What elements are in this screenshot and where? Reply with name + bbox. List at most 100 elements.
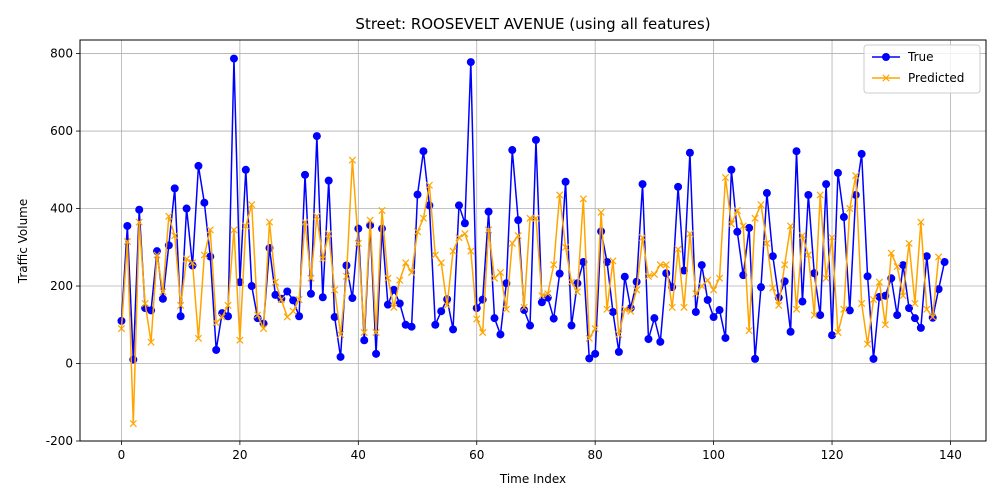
data-point-true xyxy=(680,266,688,275)
data-point-predicted xyxy=(165,212,173,220)
data-point-predicted xyxy=(295,295,303,304)
data-point-predicted xyxy=(840,305,848,313)
data-point-predicted xyxy=(662,261,670,269)
data-point-true xyxy=(200,198,209,207)
data-point-predicted xyxy=(627,307,635,315)
data-point-true xyxy=(709,313,718,322)
data-point-predicted xyxy=(325,230,333,238)
data-point-predicted xyxy=(277,295,285,304)
data-point-predicted xyxy=(348,156,357,164)
data-point-true xyxy=(449,325,458,334)
data-point-predicted xyxy=(786,222,795,230)
data-point-predicted xyxy=(378,206,386,215)
data-point-predicted xyxy=(751,214,759,222)
data-point-predicted xyxy=(331,286,339,294)
data-point-predicted xyxy=(858,299,866,308)
data-point-true xyxy=(389,285,398,294)
data-point-predicted xyxy=(419,214,428,222)
data-point-true xyxy=(295,312,304,321)
data-point-predicted xyxy=(467,247,475,255)
data-point-true xyxy=(751,354,760,363)
data-point-true xyxy=(685,148,694,157)
data-point-true xyxy=(567,321,576,330)
data-point-predicted xyxy=(490,274,499,282)
data-point-predicted xyxy=(633,286,641,294)
data-point-true xyxy=(158,294,167,303)
data-point-true xyxy=(561,177,570,186)
legend: True Predicted xyxy=(863,44,981,94)
data-point-true xyxy=(454,201,463,210)
data-point-predicted xyxy=(561,243,570,251)
x-tick-label: 60 xyxy=(469,448,484,462)
data-point-predicted xyxy=(254,311,262,319)
data-point-predicted xyxy=(496,268,505,277)
series-true xyxy=(117,54,949,364)
data-point-true xyxy=(372,349,381,358)
data-point-predicted xyxy=(852,171,860,180)
data-point-predicted xyxy=(141,299,149,308)
data-point-predicted xyxy=(177,301,185,310)
data-point-true xyxy=(241,165,250,174)
data-point-true xyxy=(531,135,540,144)
data-point-predicted xyxy=(206,226,214,234)
data-point-true xyxy=(857,149,866,158)
data-point-predicted xyxy=(236,336,244,344)
data-point-predicted xyxy=(336,330,345,339)
data-point-predicted xyxy=(721,173,730,182)
data-point-true xyxy=(235,278,244,287)
data-point-true xyxy=(922,252,931,261)
data-point-predicted xyxy=(342,272,351,280)
series-group xyxy=(117,54,949,428)
data-point-true xyxy=(715,306,724,315)
data-point-true xyxy=(662,269,671,278)
data-point-predicted xyxy=(271,278,280,286)
data-point-predicted xyxy=(319,255,327,263)
data-point-predicted xyxy=(188,259,197,267)
x-tick-label: 80 xyxy=(588,448,603,462)
y-tick-label: 400 xyxy=(50,202,73,216)
data-point-true xyxy=(910,314,919,323)
data-point-true xyxy=(940,258,949,267)
data-point-true xyxy=(508,146,517,155)
data-point-true xyxy=(905,304,914,313)
data-point-true xyxy=(229,54,238,63)
data-point-predicted xyxy=(307,274,315,282)
data-point-predicted xyxy=(514,232,522,240)
x-tick-label: 120 xyxy=(821,448,844,462)
data-point-predicted xyxy=(182,255,191,263)
data-point-true xyxy=(597,227,606,236)
data-point-true xyxy=(224,312,233,321)
data-point-predicted xyxy=(259,325,268,333)
x-tick-label: 20 xyxy=(232,448,247,462)
data-point-predicted xyxy=(520,303,528,311)
data-point-predicted xyxy=(739,222,747,230)
data-point-true xyxy=(514,216,523,225)
data-point-true xyxy=(792,147,801,156)
data-point-predicted xyxy=(508,239,516,248)
data-point-predicted xyxy=(875,278,884,286)
x-tick-label: 40 xyxy=(351,448,366,462)
legend-entry-predicted: Predicted xyxy=(872,71,964,85)
data-point-predicted xyxy=(733,206,741,215)
data-point-true xyxy=(460,219,469,228)
data-point-predicted xyxy=(396,276,404,284)
data-point-true xyxy=(419,147,428,156)
data-point-predicted xyxy=(455,233,463,242)
data-point-predicted xyxy=(218,313,226,321)
data-point-predicted xyxy=(609,257,617,265)
data-point-predicted xyxy=(680,303,688,311)
data-point-true xyxy=(798,297,807,306)
data-point-predicted xyxy=(461,230,469,238)
data-point-predicted xyxy=(615,330,623,339)
axis-ticks: 0 20 40 60 80 100 120 140 -200 0 200 400 600 800 xyxy=(46,47,962,462)
data-point-predicted xyxy=(159,288,167,296)
data-point-true xyxy=(620,272,629,281)
data-point-predicted xyxy=(863,340,872,348)
data-point-true xyxy=(520,306,529,315)
data-point-predicted xyxy=(828,233,836,242)
data-point-true xyxy=(650,314,659,323)
data-point-predicted xyxy=(798,232,807,240)
data-point-true xyxy=(869,354,878,363)
data-point-predicted xyxy=(194,334,203,342)
data-point-predicted xyxy=(650,270,659,279)
